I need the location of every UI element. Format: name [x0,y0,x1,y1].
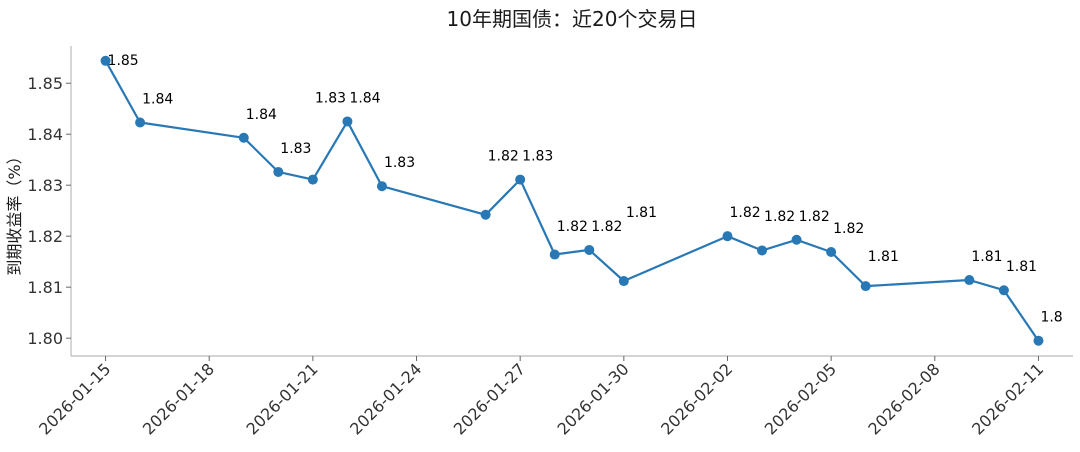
x-tick-label: 2026-01-21 [243,359,322,438]
data-point [791,234,802,245]
data-point [273,166,284,177]
data-label: 1.8 [1040,310,1062,326]
series-line [104,60,1040,342]
data-point [1033,335,1044,346]
x-tick-label: 2026-02-05 [761,359,840,438]
data-point [515,174,526,185]
y-axis-label: 到期收益率（%） [5,148,24,275]
data-point [618,276,629,287]
data-point [342,116,353,127]
data-labels: 1.851.841.841.831.83 1.841.83 1.82 1.831.82… [108,53,1063,326]
data-label: 1.83 [315,90,346,106]
y-tick-label: 1.83 [27,176,63,195]
data-point [826,246,837,257]
data-label: 1.82 [591,219,622,235]
data-label: 1.81 [868,249,899,265]
data-point [998,285,1009,296]
y-ticks: 1.80 1.81 1.82 1.83 1.84 1.85 [27,74,71,348]
data-point [238,132,249,143]
data-points [100,55,1044,346]
data-label: 1.82 [799,209,830,225]
chart-title: 10年期国债：近20个交易日 [447,7,698,31]
x-tick-label: 2026-01-30 [553,359,632,438]
y-tick-label: 1.82 [27,227,63,246]
data-label: 1.82 [729,205,760,221]
y-tick-label: 1.85 [27,74,63,93]
data-label: 1.81 [626,205,657,221]
x-tick-label: 2026-02-08 [864,359,943,438]
x-tick-label: 2026-01-27 [450,359,529,438]
data-point [480,209,491,220]
data-label: 1.81 [971,249,1002,265]
data-label: 1.83 [280,141,311,157]
data-point [757,245,768,256]
axes [70,46,1073,357]
data-label: 1.84 [349,90,380,106]
data-point [549,249,560,260]
data-label: 1.85 [108,53,139,69]
data-point [964,275,975,286]
x-tick-label: 2026-02-02 [657,359,736,438]
data-label: 1.82 [488,149,519,165]
data-point [860,281,871,292]
y-tick-label: 1.80 [27,329,63,348]
data-label: 1.84 [142,91,173,107]
data-label: 1.82 [557,219,588,235]
x-tick-label: 2026-01-18 [139,359,218,438]
data-label: 1.82 [764,209,795,225]
data-label: 1.81 [1006,259,1037,275]
data-point [100,55,111,66]
data-point [584,244,595,255]
data-label: 1.83 [522,149,553,165]
data-label: 1.83 [384,155,415,171]
data-point [722,231,733,242]
x-tick-label: 2026-02-11 [968,359,1047,438]
y-tick-label: 1.84 [27,125,63,144]
data-point [135,117,146,128]
data-point [307,174,318,185]
x-tick-label: 2026-01-15 [35,359,114,438]
y-tick-label: 1.81 [27,278,63,297]
x-ticks: 2026-01-15 2026-01-18 2026-01-21 2026-01-24… [35,356,1047,439]
x-tick-label: 2026-01-24 [346,359,425,438]
data-label: 1.84 [246,107,277,123]
data-label: 1.82 [833,221,864,237]
data-point [376,181,387,192]
